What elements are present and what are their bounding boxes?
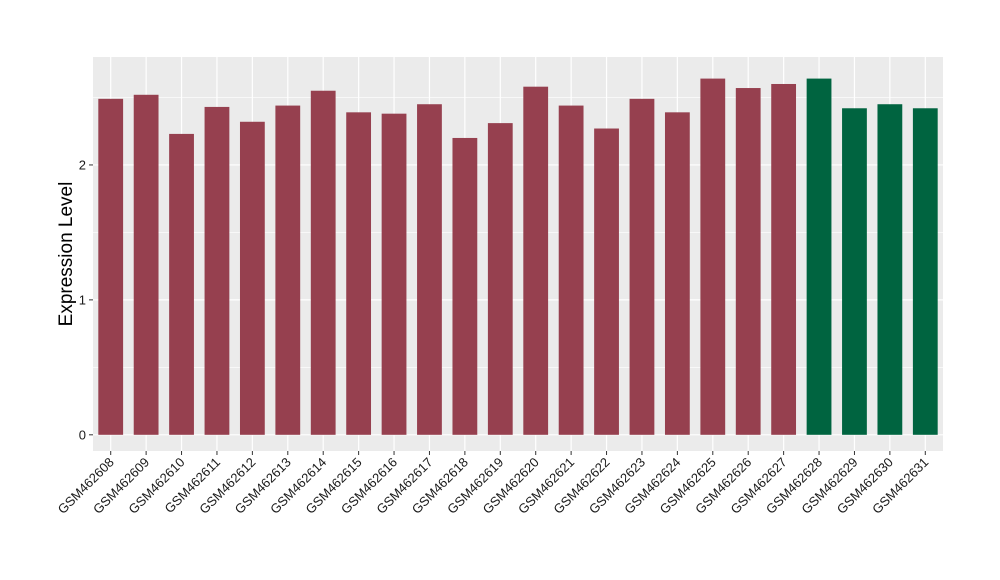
bar-GSM462609	[133, 94, 159, 435]
y-axis-title: Expression Level	[56, 182, 77, 327]
bar-GSM462622	[594, 128, 619, 435]
bar-GSM462617	[417, 104, 442, 435]
bar-GSM462626	[735, 88, 761, 435]
bar-GSM462620	[523, 86, 549, 435]
bar-GSM462611	[204, 106, 230, 435]
bar-GSM462613	[275, 105, 301, 435]
bar-GSM462630	[877, 104, 903, 435]
bar-GSM462615	[346, 112, 372, 435]
bar-GSM462618	[452, 137, 478, 435]
bar-GSM462614	[310, 90, 336, 435]
y-tick-label: 2	[79, 157, 86, 172]
y-axis: 0 1 2	[79, 157, 93, 442]
plot-panel	[93, 57, 943, 451]
y-tick-label: 1	[79, 292, 86, 307]
bar-GSM462608	[98, 98, 124, 435]
bars	[98, 78, 938, 435]
minor-gridlines	[93, 97, 943, 368]
bar-GSM462619	[487, 123, 513, 435]
bar-GSM462625	[700, 78, 726, 435]
bar-GSM462610	[169, 133, 194, 435]
bar-GSM462621	[558, 105, 584, 435]
bar-GSM462612	[239, 121, 265, 435]
bar-GSM462616	[381, 113, 407, 435]
bar-GSM462624	[664, 112, 690, 435]
bar-GSM462629	[842, 108, 867, 435]
bar-GSM462628	[806, 78, 832, 435]
bar-GSM462631	[912, 108, 938, 435]
bar-GSM462623	[629, 98, 655, 435]
bar-GSM462627	[771, 83, 797, 435]
y-tick-label: 0	[79, 427, 86, 442]
x-axis: GSM462608GSM462609GSM462610GSM462611GSM4…	[55, 451, 931, 517]
